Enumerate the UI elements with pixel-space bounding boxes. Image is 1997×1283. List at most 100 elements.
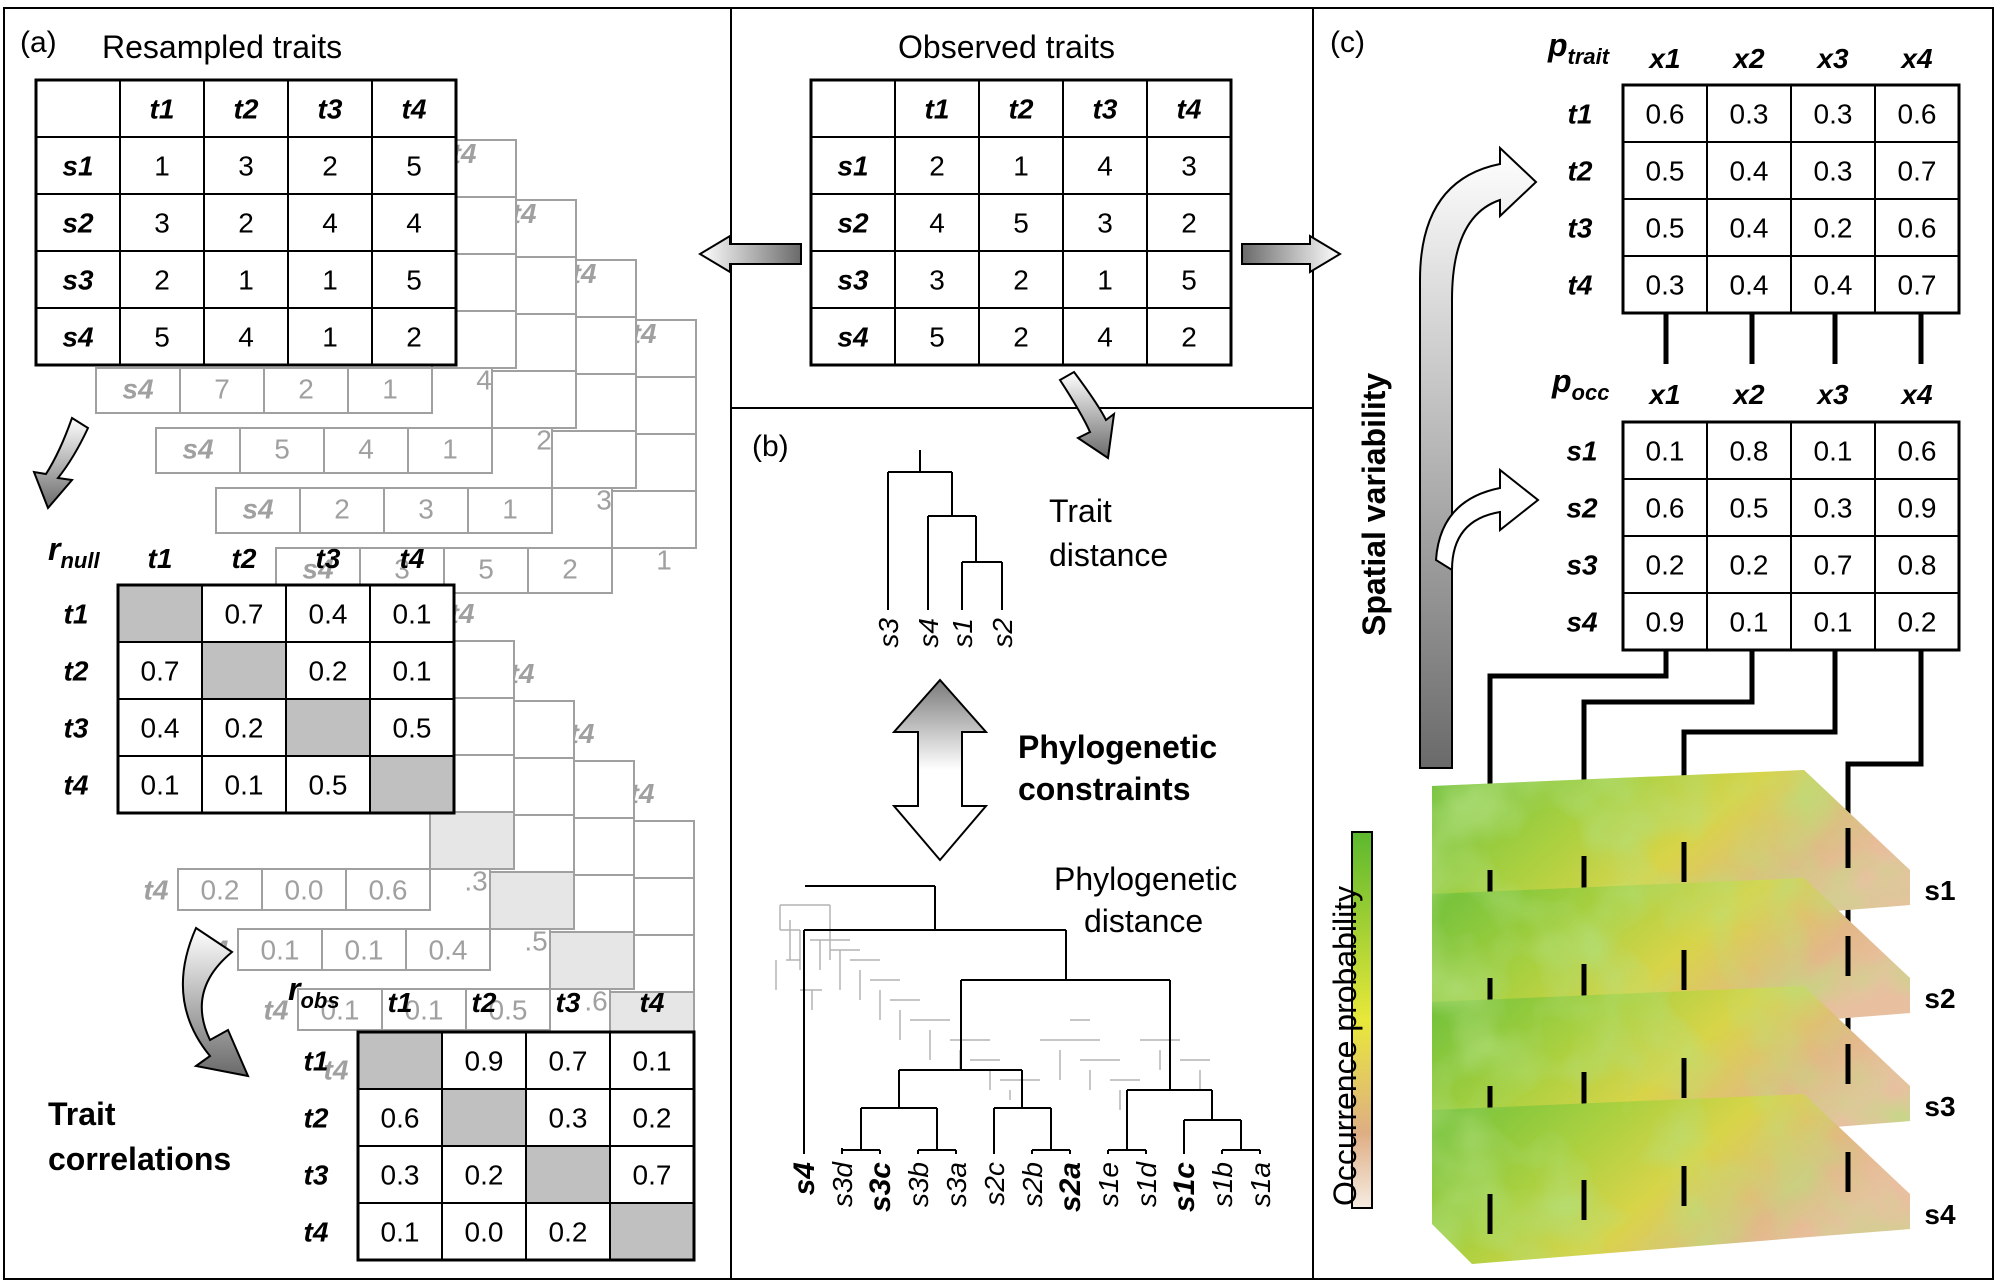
trait-distance-tree (887, 450, 1003, 610)
r-obs-cell (609, 1145, 695, 1204)
resampled-row-header-cell (35, 250, 121, 309)
resampled-ghost-cell (491, 370, 577, 429)
resampled-cell (371, 136, 457, 195)
r-null-cell (369, 584, 455, 643)
resampled-cell-value: 4 (322, 208, 338, 239)
resampled-header-cell (371, 79, 457, 138)
resampled-ghost-value: 1 (382, 374, 398, 405)
panel-a-label: (a) (20, 26, 57, 59)
resampled-ghost-cell (323, 427, 409, 474)
curved-arrow-observed-to-tree (1058, 370, 1116, 460)
resampled-cell-value: 5 (154, 322, 170, 353)
map-label: s4 (1924, 1199, 1956, 1230)
r-obs-cell-value: 0.6 (381, 1103, 420, 1134)
resampled-ghost-value: 4 (476, 365, 492, 396)
observed-cell-value: 3 (929, 265, 945, 296)
p-occ-cell-value: 0.6 (1898, 436, 1937, 467)
p-trait-outline (1621, 83, 1961, 315)
phylo-tree-leaf: s2b (1017, 1162, 1048, 1207)
r-null-ghost-cell (321, 928, 407, 971)
p-occ-cell-value: 0.9 (1898, 493, 1937, 524)
p-trait-cell-value: 0.4 (1730, 213, 1769, 244)
r-null-ghost-value: 0.4 (429, 935, 468, 966)
resampled-ghost-cell (299, 487, 385, 534)
map-label: s3 (1924, 1091, 1955, 1122)
resampled-cell (119, 136, 205, 195)
p-trait-cell (1706, 141, 1792, 200)
resampled-cell-value: 5 (406, 265, 422, 296)
p-occ-column-header: x4 (1899, 379, 1933, 410)
resampled-cell (119, 250, 205, 309)
p-occ-cell (1874, 535, 1960, 594)
r-null-cell (117, 755, 203, 814)
r-null-ghost-value: .6 (584, 986, 607, 1017)
observed-cell-value: 5 (929, 322, 945, 353)
resampled-ghost-value: 4 (358, 434, 374, 465)
r-obs-cell-value: 0.1 (633, 1046, 672, 1077)
r-null-cell (201, 641, 287, 700)
phylo-tree-leaf: s4 (788, 1162, 821, 1196)
p-trait-cell-value: 0.4 (1730, 270, 1769, 301)
trait-correlations-line2: correlations (48, 1141, 231, 1177)
r-null-ghost-value: 0.0 (285, 875, 324, 906)
resampled-column-header: t1 (150, 94, 175, 125)
r-null-cell (117, 584, 203, 643)
r-obs-cell-value: 0.7 (633, 1160, 672, 1191)
resampled-ghost-value: 1 (502, 494, 518, 525)
resampled-ghost-value: 3 (418, 494, 434, 525)
trait-tree-leaf: s2 (987, 618, 1018, 648)
resampled-cell (287, 193, 373, 252)
observed-cell (1146, 250, 1232, 309)
phylo-tree-leaf: s3d (827, 1161, 858, 1208)
r-obs-label: robs (288, 971, 340, 1013)
p-occ-row-header: s4 (1566, 607, 1598, 638)
r-obs-column-header: t3 (556, 987, 581, 1018)
r-null-cell-value: 0.5 (309, 770, 348, 801)
resampled-header-cell (35, 79, 121, 138)
resampled-outline (34, 78, 458, 367)
r-obs-column-header: t1 (388, 987, 413, 1018)
r-null-cell-value: 0.2 (309, 656, 348, 687)
r-obs-cell (525, 1031, 611, 1090)
r-null-cell (201, 755, 287, 814)
r-null-column-header: t1 (148, 543, 173, 574)
p-occ-cell-value: 0.1 (1646, 436, 1685, 467)
p-occ-column-header: x2 (1731, 379, 1765, 410)
r-obs-cell-value: 0.1 (381, 1217, 420, 1248)
resampled-cell (287, 136, 373, 195)
resampled-ghost-value: 1 (656, 545, 672, 576)
p-trait-cell-value: 0.6 (1898, 213, 1937, 244)
resampled-back-layers: 3551t4s43521263t4s42315472t4s45411264t4s… (95, 138, 697, 594)
phylogenetic-distance-line2: distance (1084, 903, 1203, 939)
resampled-cell-value: 2 (238, 208, 254, 239)
p-trait-column-header: x2 (1731, 43, 1765, 74)
phylo-tree-leaf: s1b (1207, 1162, 1238, 1207)
r-obs-row-header: t1 (304, 1046, 329, 1077)
r-null-ghost-rowlabel: t4 (144, 875, 169, 906)
p-occ-cell (1790, 535, 1876, 594)
phylo-tree-leaf: s1e (1093, 1162, 1124, 1207)
p-occ-label: pocc (1551, 363, 1609, 405)
r-obs-row-header: t3 (304, 1160, 329, 1191)
resampled-ghost-value: 5 (274, 434, 290, 465)
resampled-traits-title: Resampled traits (102, 29, 342, 65)
r-obs-cell (357, 1031, 443, 1090)
r-null-ghost-value: 0.6 (369, 875, 408, 906)
curved-arrow-resampled-to-rnull (32, 416, 90, 510)
observed-cell-value: 4 (929, 208, 945, 239)
r-obs-label-main: r (288, 971, 302, 1007)
phylogenetic-tree-background (775, 904, 1210, 1110)
observed-cell (978, 307, 1064, 366)
r-null-cell-value: 0.7 (225, 599, 264, 630)
p-occ-cell (1622, 535, 1708, 594)
occurrence-maps: s1 s2 s3 s4 (1432, 650, 1956, 1264)
r-null-cell (285, 698, 371, 757)
panel-frames (3, 7, 1994, 1280)
r-null-ghost-cell (465, 988, 551, 1031)
resampled-cell-value: 1 (154, 151, 170, 182)
r-obs-cell-value: 0.3 (381, 1160, 420, 1191)
resampled-cell-value: 3 (154, 208, 170, 239)
r-null-ghost-cell (297, 988, 383, 1031)
spatial-variability-arrow-branch (1434, 467, 1540, 572)
map-label: s1 (1924, 875, 1955, 906)
